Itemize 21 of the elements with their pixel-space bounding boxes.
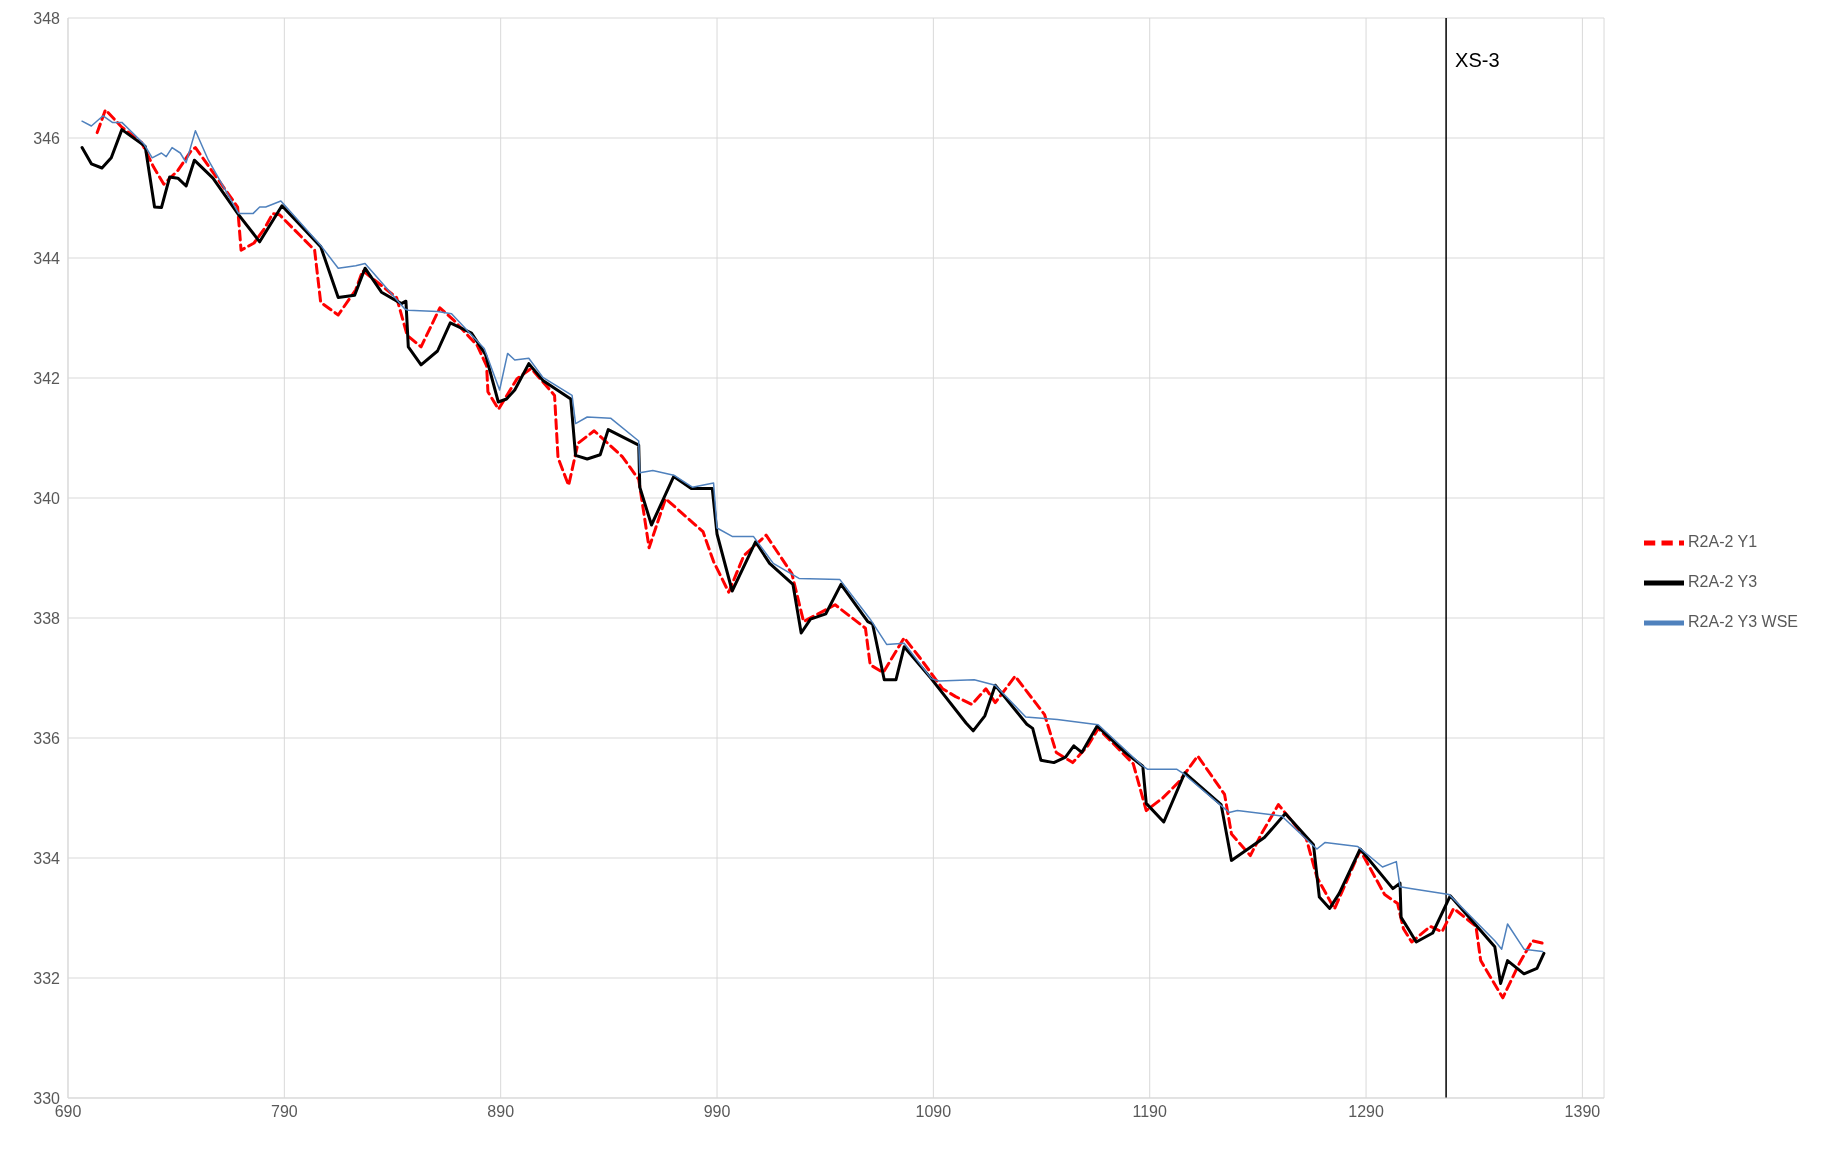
y-tick-label: 338	[33, 609, 61, 627]
y-tick-label: 344	[33, 249, 61, 267]
x-tick-label: 1090	[915, 1103, 952, 1121]
x-tick-label: 790	[270, 1103, 298, 1121]
y-tick-label: 346	[33, 129, 61, 147]
legend-label: R2A-2 Y1	[1688, 533, 1758, 551]
y-tick-label: 340	[33, 489, 61, 507]
legend-label: R2A-2 Y3	[1688, 573, 1758, 591]
y-tick-label: 334	[33, 849, 61, 867]
y-tick-label: 342	[33, 369, 61, 387]
x-tick-label: 890	[487, 1103, 515, 1121]
x-tick-label: 690	[54, 1103, 82, 1121]
y-tick-label: 348	[33, 9, 61, 27]
x-tick-label: 1190	[1132, 1103, 1168, 1121]
x-tick-label: 1390	[1564, 1103, 1601, 1121]
legend-label: R2A-2 Y3 WSE	[1688, 613, 1798, 631]
x-tick-label: 990	[703, 1103, 731, 1121]
x-tick-label: 1290	[1348, 1103, 1384, 1121]
y-tick-label: 332	[33, 969, 61, 987]
ref-line-label: XS-3	[1455, 49, 1500, 72]
y-tick-label: 336	[33, 729, 61, 747]
